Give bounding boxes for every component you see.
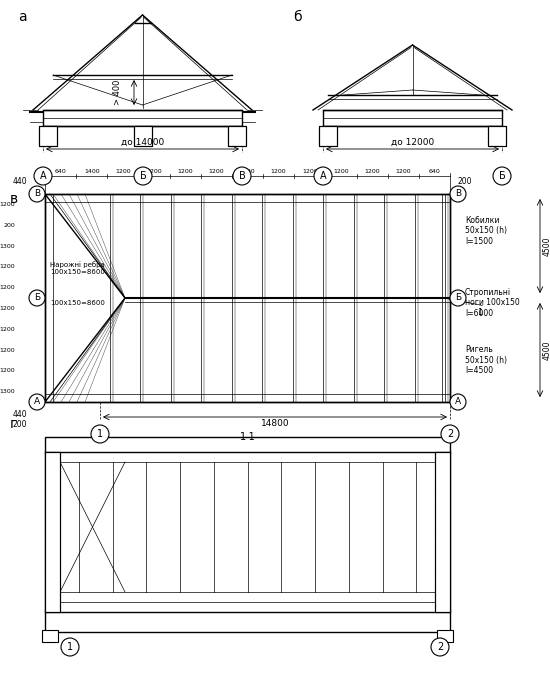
Text: 1: 1 [97,429,103,439]
Text: А: А [320,171,326,181]
Bar [323,110,502,126]
Text: 1200: 1200 [240,169,255,174]
Circle shape [233,167,251,185]
Circle shape [450,394,466,410]
Text: 1200: 1200 [208,169,224,174]
Bar [228,126,246,146]
Text: 1200: 1200 [333,169,349,174]
Circle shape [61,638,79,656]
Text: 1200: 1200 [0,285,15,290]
Text: 1300: 1300 [0,243,15,248]
Text: 640: 640 [428,169,441,174]
Text: 2: 2 [447,429,453,439]
Bar [488,126,506,146]
Text: 1200: 1200 [0,306,15,311]
Text: 1300: 1300 [0,389,15,394]
Text: 440: 440 [13,177,28,186]
Text: А: А [455,398,461,406]
Text: 1-1: 1-1 [240,432,255,442]
Circle shape [314,167,332,185]
Circle shape [493,167,511,185]
Text: в: в [10,192,18,206]
Text: 1200: 1200 [0,265,15,269]
Circle shape [34,167,52,185]
Bar [228,126,246,146]
Bar [134,126,152,146]
Text: Стропильні
ноги 100х150
l=6000: Стропильні ноги 100х150 l=6000 [465,288,520,318]
Text: 14800: 14800 [261,419,289,428]
Text: 1200: 1200 [271,169,287,174]
Bar [45,194,450,402]
Text: Б: Б [34,293,40,303]
Bar [437,630,453,642]
Text: Кобилки
50х150 (h)
l=1500: Кобилки 50х150 (h) l=1500 [465,216,507,246]
Text: 1200: 1200 [0,348,15,353]
Bar [45,452,60,612]
Text: 1400: 1400 [84,169,100,174]
Text: 1200: 1200 [115,169,131,174]
Text: В: В [34,190,40,198]
Text: 1: 1 [67,642,73,652]
Circle shape [450,290,466,306]
Circle shape [450,186,466,202]
Circle shape [29,186,45,202]
Text: 4500: 4500 [543,340,550,359]
Text: 2: 2 [437,642,443,652]
Text: 4500: 4500 [543,236,550,256]
Text: 200: 200 [13,420,28,429]
Text: 640: 640 [54,169,67,174]
Bar [488,126,506,146]
Text: а: а [18,10,26,24]
Bar [435,452,450,612]
Bar [134,126,152,146]
Circle shape [29,394,45,410]
Text: В: В [239,171,245,181]
Text: А: А [34,398,40,406]
Text: 1200: 1200 [395,169,411,174]
Text: 100х150=8600: 100х150=8600 [50,300,105,306]
Text: б: б [293,10,301,24]
Bar [319,126,337,146]
Text: до 14000: до 14000 [121,138,164,147]
Circle shape [441,425,459,443]
Text: Б: Б [140,171,146,181]
Text: Нарожні ребра
100х150=8600: Нарожні ребра 100х150=8600 [50,261,105,275]
Bar [45,452,60,612]
Bar [45,437,450,632]
Circle shape [431,638,449,656]
Text: 200: 200 [458,177,472,186]
Text: г: г [10,417,18,431]
Text: до 12000: до 12000 [391,138,434,147]
Text: 440: 440 [13,410,28,419]
Bar [319,126,337,146]
Bar [43,110,242,126]
Text: 1200: 1200 [146,169,162,174]
Bar [435,452,450,612]
Text: 1200: 1200 [178,169,193,174]
Text: 1200: 1200 [364,169,380,174]
Text: Б: Б [455,293,461,303]
Text: > 400: > 400 [113,80,122,105]
Circle shape [29,290,45,306]
Bar [39,126,57,146]
Text: А: А [40,171,46,181]
Text: 1200: 1200 [0,327,15,331]
Text: 200: 200 [3,223,15,228]
Text: 1200: 1200 [0,202,15,207]
Circle shape [91,425,109,443]
Bar [42,630,58,642]
Text: 1: 1 [477,308,483,317]
Text: В: В [455,190,461,198]
Text: 1200: 1200 [302,169,317,174]
Text: Ригель
50х150 (h)
l=4500: Ригель 50х150 (h) l=4500 [465,345,507,375]
Circle shape [134,167,152,185]
Text: Б: Б [499,171,505,181]
Text: 1200: 1200 [0,368,15,373]
Bar [39,126,57,146]
